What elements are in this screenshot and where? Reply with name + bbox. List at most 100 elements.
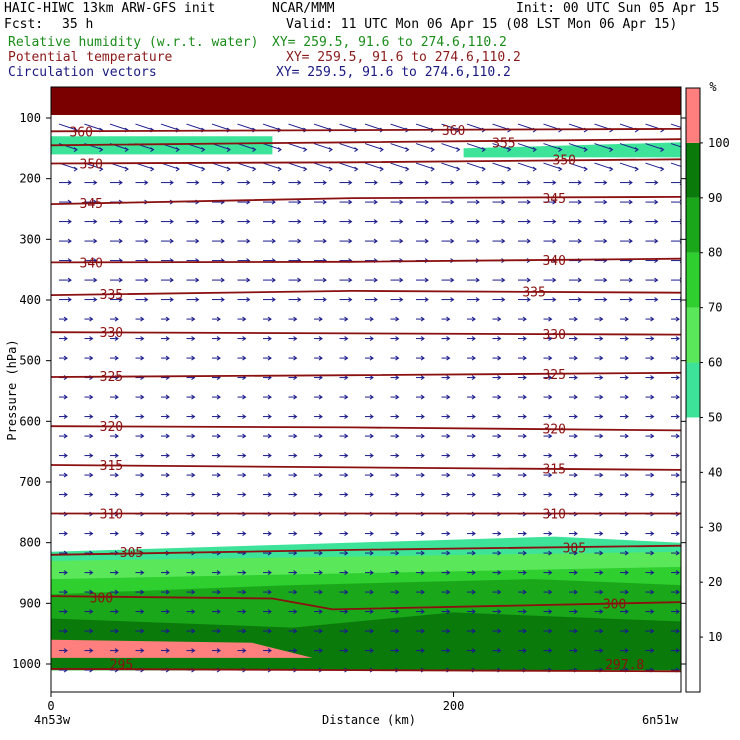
theta-contour-355	[50, 138, 682, 147]
vector-arrowhead	[501, 180, 506, 185]
vector-arrowhead	[165, 628, 170, 634]
vector-arrowhead	[63, 394, 68, 400]
vector-arrowhead	[471, 453, 476, 458]
vector-arrowhead	[497, 433, 502, 439]
vector-arrow	[160, 162, 180, 170]
vector-arrowhead	[405, 166, 410, 172]
vector-arrowhead	[165, 433, 170, 439]
vector-arrowhead	[369, 492, 374, 497]
vector-arrowhead	[446, 414, 451, 419]
vector-arrowhead	[150, 166, 155, 172]
vector-arrowhead	[624, 570, 629, 575]
y-tick-label: 100	[19, 111, 41, 125]
vector-arrow	[466, 143, 486, 151]
theta-contour-345	[50, 195, 682, 205]
vector-arrowhead	[446, 628, 451, 634]
vector-arrowhead	[501, 219, 506, 224]
vector-arrowhead	[675, 550, 680, 556]
vector-arrowhead	[344, 414, 349, 419]
vector-arrowhead	[420, 531, 425, 536]
vector-arrowhead	[475, 277, 480, 283]
vector-arrowhead	[624, 648, 629, 653]
vector-arrowhead	[322, 180, 327, 185]
vector-arrowhead	[165, 531, 170, 536]
vector-arrowhead	[552, 297, 557, 302]
colorbar-segment-30	[686, 472, 700, 528]
vector-arrowhead	[220, 297, 225, 302]
vector-arrowhead	[624, 316, 629, 322]
vector-arrowhead	[446, 550, 451, 556]
vector-arrowhead	[675, 336, 680, 341]
vector-arrowhead	[395, 414, 400, 419]
vector-arrowhead	[114, 414, 119, 419]
vector-arrowhead	[573, 492, 578, 497]
vector-arrowhead	[675, 394, 680, 400]
vector-arrowhead	[267, 472, 272, 478]
vector-arrowhead	[599, 531, 604, 536]
vector-arrowhead	[650, 570, 655, 575]
theta-label-340: 340	[80, 256, 103, 271]
vector-arrowhead	[140, 531, 145, 536]
y-tick-label: 600	[19, 414, 41, 428]
vector-arrowhead	[548, 316, 553, 322]
field-vectors-label: Circulation vectors	[8, 65, 157, 80]
theta-contour-335	[50, 289, 682, 296]
vector-arrowhead	[114, 589, 119, 595]
vector-arrowhead	[424, 199, 429, 205]
vector-arrowhead	[420, 394, 425, 400]
vector-arrowhead	[471, 414, 476, 419]
vector-arrowhead	[195, 238, 200, 244]
x-start-location: 4n53w	[34, 713, 71, 727]
vector-arrowhead	[242, 433, 247, 439]
vector-arrowhead	[169, 180, 174, 185]
theta-label-305: 305	[563, 542, 586, 557]
vector-arrowhead	[475, 180, 480, 185]
vector-arrowhead	[140, 609, 145, 614]
vector-arrowhead	[624, 550, 629, 556]
vector-arrowhead	[430, 147, 435, 152]
colorbar-tick-label: 10	[708, 630, 722, 644]
vector-arrowhead	[548, 453, 553, 458]
colorbar-tick-label: 60	[708, 356, 722, 370]
vector-arrow	[415, 162, 435, 170]
vector-arrowhead	[318, 316, 323, 322]
vector-arrowhead	[507, 166, 512, 172]
vector-arrow	[390, 162, 409, 170]
theta-label-360: 360	[442, 124, 465, 139]
vector-arrowhead	[475, 297, 480, 302]
vector-arrowhead	[420, 414, 425, 419]
vector-arrowhead	[322, 297, 327, 302]
vector-arrowhead	[114, 628, 119, 634]
vector-arrowhead	[318, 414, 323, 419]
vector-arrowhead	[395, 336, 400, 341]
vector-arrowhead	[303, 166, 308, 172]
vector-arrowhead	[246, 238, 251, 244]
vector-arrowhead	[373, 180, 378, 185]
vector-arrowhead	[548, 336, 553, 341]
vector-arrowhead	[573, 355, 578, 361]
vector-arrowhead	[599, 355, 604, 361]
vector-arrowhead	[675, 648, 680, 653]
vector-arrowhead	[420, 609, 425, 614]
vector-arrowhead	[424, 277, 429, 283]
vector-arrowhead	[373, 297, 378, 302]
vector-arrowhead	[242, 472, 247, 478]
theta-label-330: 330	[542, 328, 565, 343]
vector-arrowhead	[650, 336, 655, 341]
vector-arrowhead	[140, 492, 145, 497]
theta-label-350: 350	[553, 153, 576, 168]
vector-arrowhead	[650, 355, 655, 361]
vector-arrowhead	[67, 238, 72, 244]
theta-label-330: 330	[100, 326, 123, 341]
vector-arrow	[517, 162, 537, 170]
vector-arrowhead	[140, 355, 145, 361]
vector-arrowhead	[603, 219, 608, 224]
vector-arrowhead	[650, 609, 655, 614]
vector-arrow	[364, 143, 384, 151]
vector-arrow	[441, 143, 460, 151]
vector-arrowhead	[369, 550, 374, 556]
vector-arrowhead	[140, 589, 145, 595]
vector-arrowhead	[267, 628, 272, 634]
vector-arrowhead	[216, 570, 221, 575]
vector-arrowhead	[450, 238, 455, 244]
